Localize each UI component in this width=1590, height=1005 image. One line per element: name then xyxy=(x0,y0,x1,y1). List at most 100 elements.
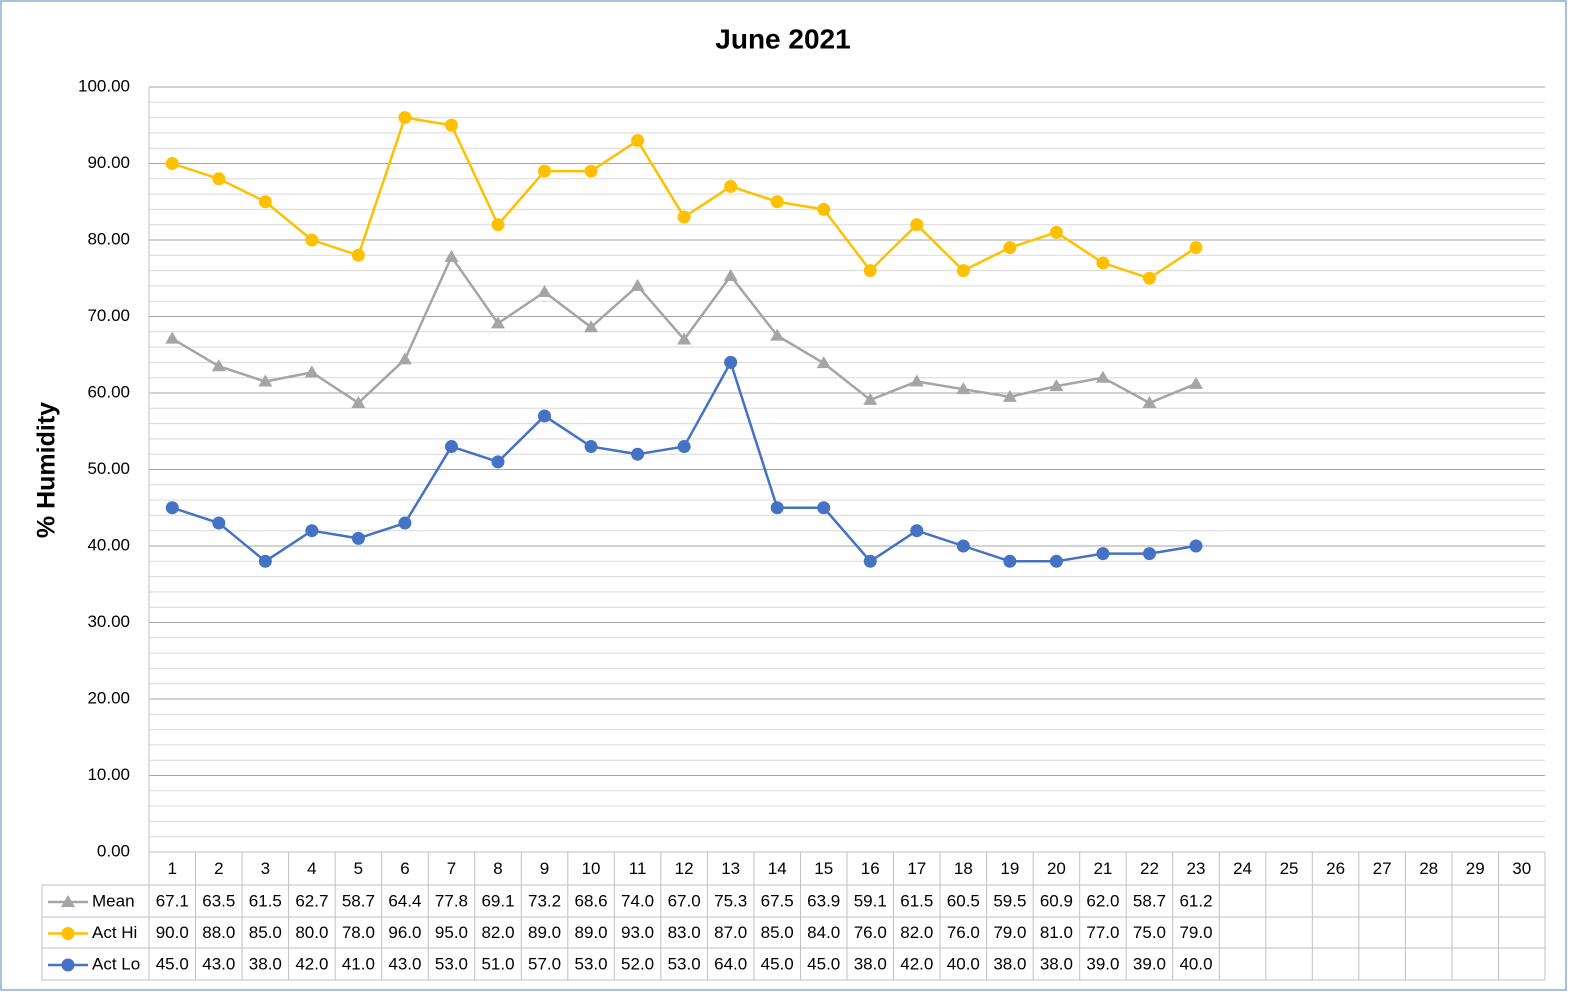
x-tick-label: 26 xyxy=(1326,859,1345,878)
marker xyxy=(211,359,226,372)
marker xyxy=(491,218,505,232)
table-value: 85.0 xyxy=(761,923,794,942)
table-value: 45.0 xyxy=(156,954,189,973)
y-tick-label: 80.00 xyxy=(87,229,130,248)
marker xyxy=(351,248,365,262)
table-value: 77.8 xyxy=(435,891,468,910)
marker xyxy=(258,554,272,568)
x-tick-label: 16 xyxy=(861,859,880,878)
table-value: 76.0 xyxy=(854,923,887,942)
y-tick-label: 50.00 xyxy=(87,459,130,478)
x-tick-label: 22 xyxy=(1140,859,1159,878)
table-value: 58.7 xyxy=(342,891,375,910)
marker xyxy=(956,264,970,278)
marker xyxy=(770,328,785,341)
y-tick-label: 60.00 xyxy=(87,382,130,401)
x-tick-label: 30 xyxy=(1512,859,1531,878)
table-value: 75.3 xyxy=(714,891,747,910)
table-value: 89.0 xyxy=(528,923,561,942)
marker xyxy=(677,332,692,345)
marker xyxy=(1049,554,1063,568)
y-tick-label: 0.00 xyxy=(97,841,130,860)
x-tick-label: 4 xyxy=(307,859,316,878)
marker xyxy=(212,172,226,186)
y-tick-label: 30.00 xyxy=(87,612,130,631)
marker xyxy=(258,195,272,209)
marker xyxy=(444,440,458,454)
marker xyxy=(1189,376,1203,389)
marker xyxy=(537,285,552,298)
table-value: 38.0 xyxy=(993,954,1026,973)
marker xyxy=(677,440,691,454)
marker xyxy=(1142,547,1156,561)
table-value: 60.5 xyxy=(947,891,980,910)
table-value: 79.0 xyxy=(1179,923,1212,942)
marker xyxy=(212,516,226,530)
marker xyxy=(724,355,738,369)
table-value: 73.2 xyxy=(528,891,561,910)
marker xyxy=(491,316,505,329)
table-value: 64.0 xyxy=(714,954,747,973)
table-value: 93.0 xyxy=(621,923,654,942)
marker xyxy=(491,455,505,469)
marker xyxy=(1142,271,1156,285)
x-tick-label: 15 xyxy=(814,859,833,878)
x-tick-label: 9 xyxy=(540,859,549,878)
chart-title: June 2021 xyxy=(715,23,850,54)
table-value: 95.0 xyxy=(435,923,468,942)
x-tick-label: 17 xyxy=(907,859,926,878)
table-value: 75.0 xyxy=(1133,923,1166,942)
table-value: 63.5 xyxy=(202,891,235,910)
marker xyxy=(351,531,365,545)
table-value: 90.0 xyxy=(156,923,189,942)
marker xyxy=(1049,379,1064,392)
table-value: 80.0 xyxy=(295,923,328,942)
y-tick-label: 20.00 xyxy=(87,688,130,707)
marker xyxy=(305,524,319,538)
marker xyxy=(165,157,179,170)
table-value: 68.6 xyxy=(575,891,608,910)
table-value: 79.0 xyxy=(993,923,1026,942)
marker xyxy=(631,447,645,461)
legend-label: Act Hi xyxy=(92,923,137,942)
x-tick-label: 14 xyxy=(768,859,787,878)
marker xyxy=(538,164,552,178)
marker xyxy=(1002,389,1017,402)
x-tick-label: 25 xyxy=(1280,859,1299,878)
x-tick-label: 27 xyxy=(1373,859,1392,878)
table-value: 87.0 xyxy=(714,923,747,942)
x-tick-label: 10 xyxy=(582,859,601,878)
marker xyxy=(863,554,877,568)
marker xyxy=(584,164,598,178)
table-value: 64.4 xyxy=(388,891,421,910)
table-value: 61.5 xyxy=(249,891,282,910)
x-tick-label: 2 xyxy=(214,859,223,878)
table-value: 53.0 xyxy=(435,954,468,973)
table-value: 82.0 xyxy=(481,923,514,942)
y-tick-label: 100.00 xyxy=(78,76,130,95)
marker xyxy=(258,374,273,387)
table-value: 42.0 xyxy=(900,954,933,973)
table-value: 43.0 xyxy=(388,954,421,973)
y-axis-label: % Humidity xyxy=(33,402,61,538)
x-tick-label: 29 xyxy=(1466,859,1485,878)
table-value: 57.0 xyxy=(528,954,561,973)
y-tick-label: 70.00 xyxy=(87,306,130,325)
marker xyxy=(304,365,319,378)
marker xyxy=(165,331,180,344)
table-value: 77.0 xyxy=(1086,923,1119,942)
x-tick-label: 28 xyxy=(1419,859,1438,878)
marker xyxy=(1003,241,1017,255)
table-value: 45.0 xyxy=(761,954,794,973)
table-value: 69.1 xyxy=(481,891,514,910)
table-value: 89.0 xyxy=(575,923,608,942)
table-value: 63.9 xyxy=(807,891,840,910)
marker xyxy=(1003,554,1017,568)
marker xyxy=(677,210,691,224)
table-value: 38.0 xyxy=(1040,954,1073,973)
table-value: 38.0 xyxy=(249,954,282,973)
table-value: 61.2 xyxy=(1179,891,1212,910)
marker xyxy=(305,233,319,247)
table-value: 38.0 xyxy=(854,954,887,973)
table-value: 42.0 xyxy=(295,954,328,973)
